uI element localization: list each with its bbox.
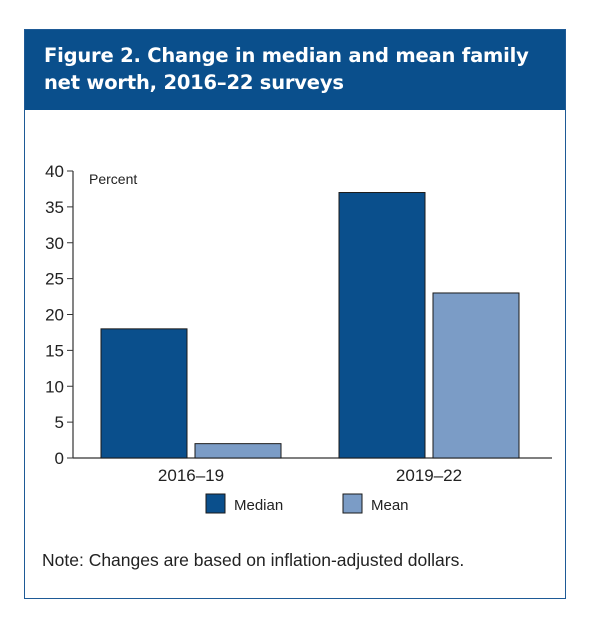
y-tick-label: 15 [45, 341, 64, 360]
y-tick-label: 0 [55, 449, 64, 468]
figure-note: Note: Changes are based on inflation-adj… [42, 550, 465, 570]
y-tick-label: 25 [45, 270, 64, 289]
y-tick-label: 40 [45, 162, 64, 181]
legend-label-mean: Mean [371, 497, 409, 514]
figure-title-line-1: Figure 2. Change in median and mean fami… [44, 44, 529, 67]
bar-mean-1 [432, 292, 520, 459]
y-tick-label: 35 [45, 198, 64, 217]
y-axis-label: Percent [89, 171, 137, 187]
figure-title: Figure 2. Change in median and mean fami… [44, 42, 545, 96]
bar-mean-0 [194, 443, 282, 459]
y-tick-label: 30 [45, 234, 64, 253]
bar-median-1 [338, 192, 426, 459]
legend-swatch-mean [342, 493, 363, 514]
y-tick-label: 20 [45, 306, 64, 325]
figure-header: Figure 2. Change in median and mean fami… [25, 30, 565, 110]
y-tick-label: 10 [45, 377, 64, 396]
y-tick-label: 5 [55, 413, 64, 432]
legend-label-median: Median [234, 497, 283, 514]
legend-swatch-median [205, 493, 226, 514]
figure-title-line-2: net worth, 2016–22 surveys [44, 71, 344, 94]
bar-median-0 [100, 328, 188, 459]
x-tick-label: 2016–19 [158, 466, 224, 485]
x-tick-label: 2019–22 [396, 466, 462, 485]
